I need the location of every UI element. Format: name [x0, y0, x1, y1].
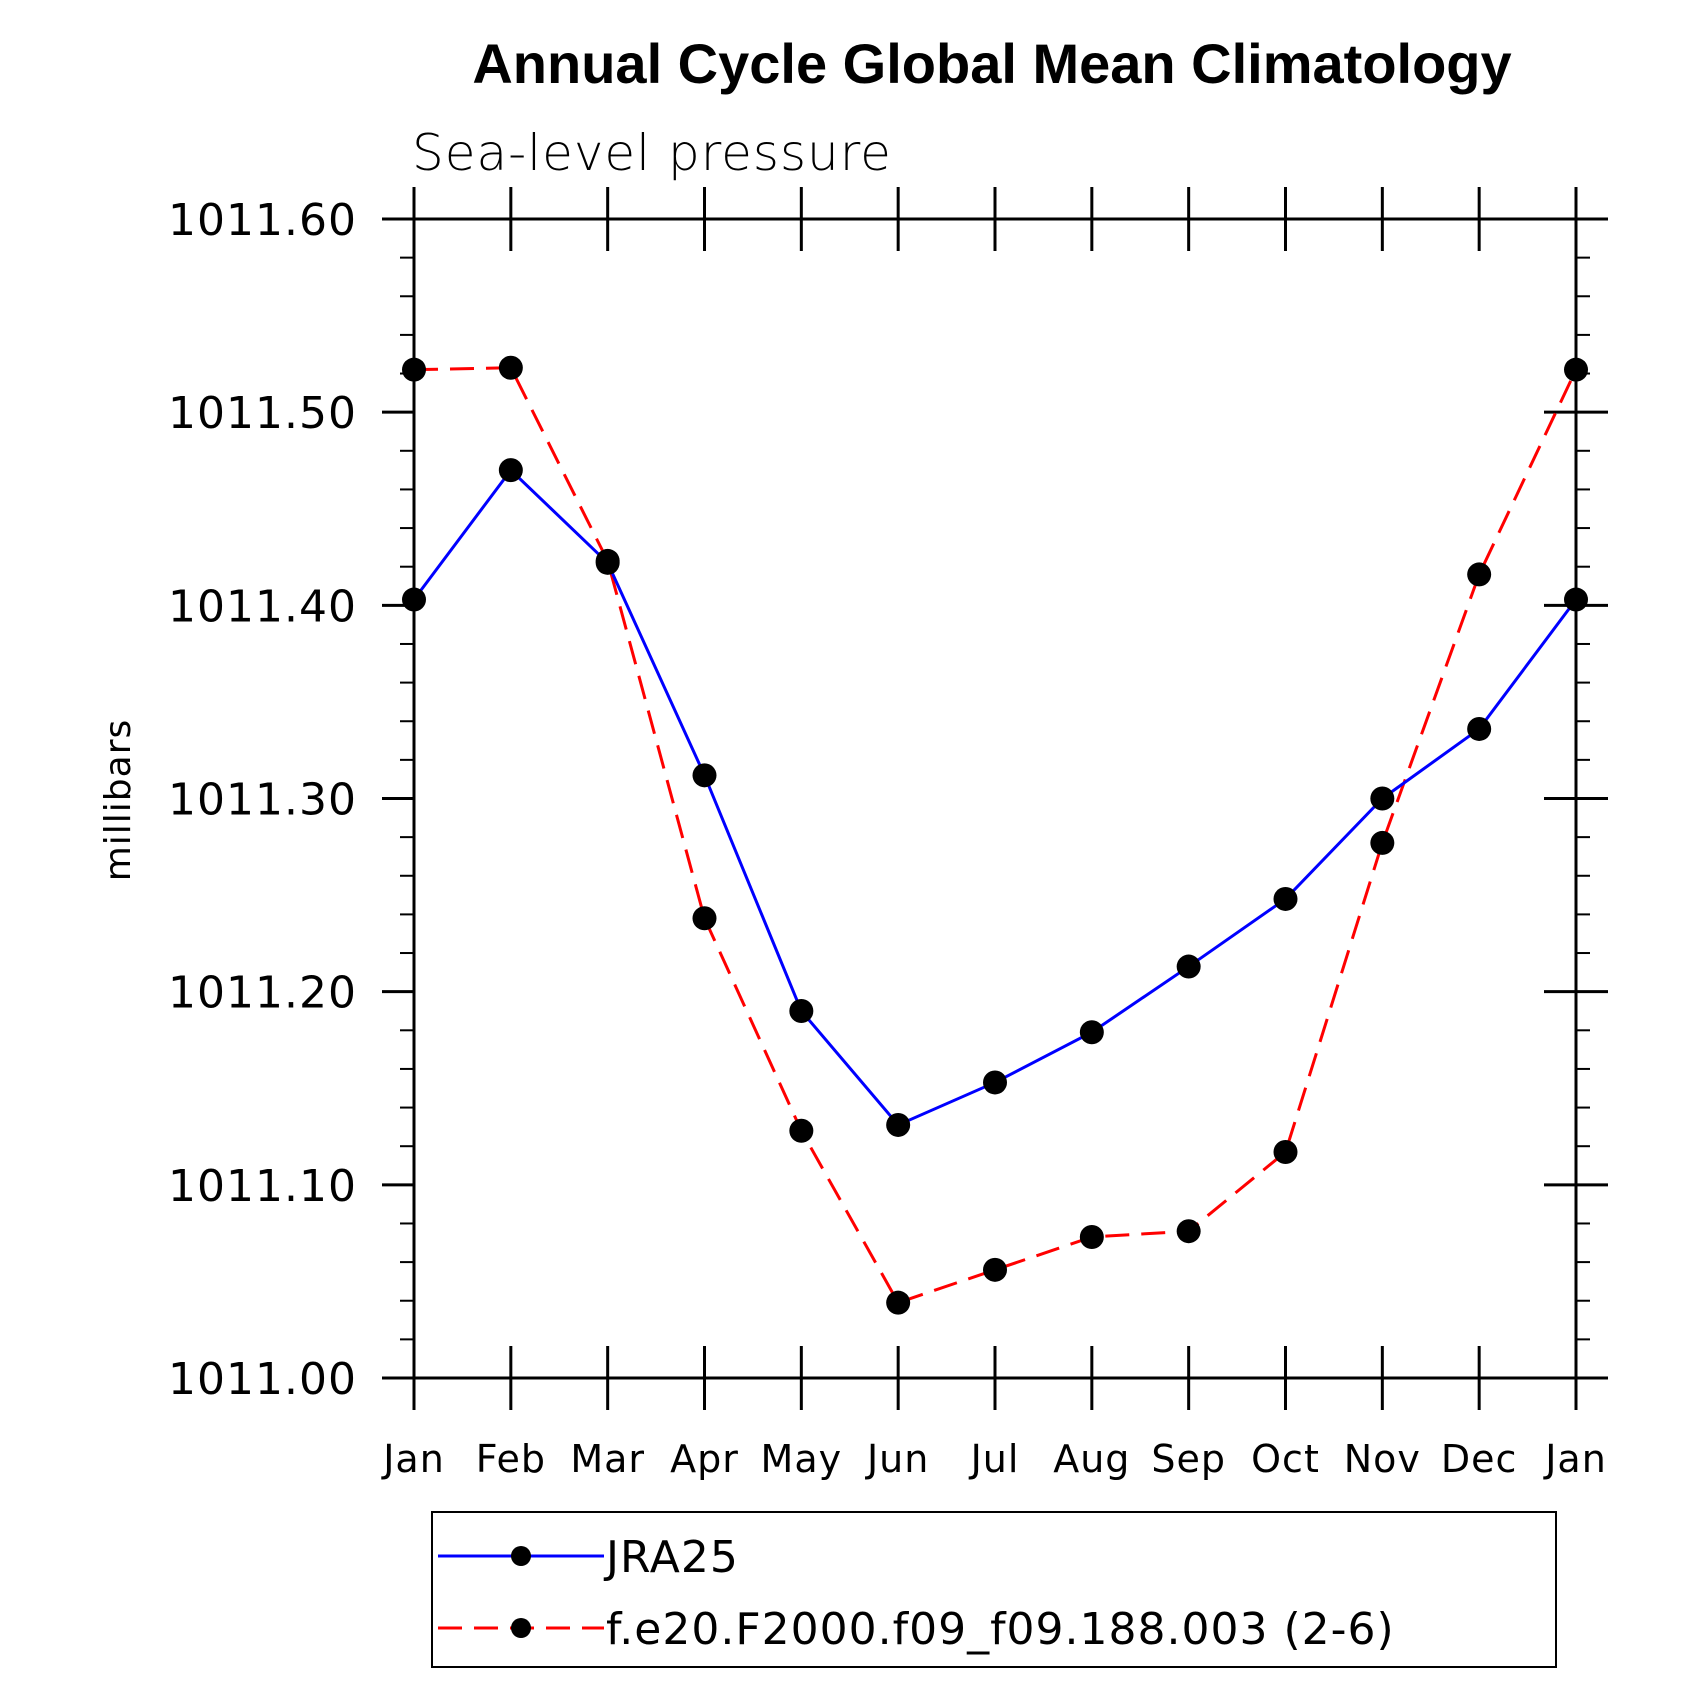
x-tick-label: Oct — [1251, 1437, 1320, 1481]
data-point-s1-1 — [498, 355, 523, 380]
data-point-s1-10 — [1370, 830, 1395, 855]
y-tick-label: 1011.40 — [168, 581, 357, 632]
data-point-s1-11 — [1467, 562, 1492, 587]
plot-frame — [412, 217, 1578, 1380]
legend-label-jra25: JRA25 — [603, 1532, 739, 1583]
data-point-s0-12 — [1564, 587, 1588, 612]
y-tick-label: 1011.00 — [168, 1354, 357, 1405]
series-layer — [402, 355, 1588, 1315]
legend-box — [431, 1511, 1557, 1668]
data-point-s1-2 — [595, 548, 620, 573]
x-tick-label: Mar — [570, 1437, 645, 1481]
y-axis-title: millibars — [98, 719, 139, 882]
data-point-s0-0 — [402, 587, 426, 612]
x-tick-label: Sep — [1151, 1437, 1226, 1481]
x-tick-label: Jul — [969, 1437, 1020, 1481]
y-tick-label: 1011.30 — [168, 775, 357, 826]
x-tick-label: Apr — [670, 1437, 739, 1481]
legend-marker-jra25 — [511, 1546, 531, 1566]
data-point-s1-8 — [1176, 1219, 1201, 1244]
x-tick-label: Feb — [476, 1437, 546, 1481]
chart-title: Annual Cycle Global Mean Climatology — [472, 32, 1511, 95]
y-tick-label: 1011.50 — [168, 388, 357, 439]
data-point-s1-12 — [1564, 357, 1588, 382]
chart-subtitle: Sea-level pressure — [412, 124, 892, 182]
data-point-s0-4 — [789, 998, 814, 1023]
data-point-s1-4 — [789, 1118, 814, 1143]
x-tick-label: Jan — [1543, 1437, 1607, 1481]
series-line-0 — [412, 467, 1578, 1127]
data-point-s0-5 — [886, 1112, 911, 1137]
data-point-s1-3 — [692, 906, 717, 931]
axis-ticks — [382, 187, 1608, 1410]
legend-label-model: f.e20.F2000.f09_f09.188.003 (2-6) — [606, 1604, 1395, 1655]
data-point-s0-10 — [1370, 786, 1395, 811]
x-tick-label: Aug — [1053, 1437, 1130, 1481]
data-point-s1-9 — [1273, 1139, 1298, 1164]
series-line-1 — [413, 366, 1578, 1305]
data-point-s1-0 — [402, 357, 426, 382]
y-tick-label: 1011.60 — [168, 195, 357, 246]
data-point-s1-6 — [983, 1257, 1007, 1282]
x-tick-labels: Jan Feb Mar Apr May Jun Jul Aug Sep Oct Nov Dec Jan — [381, 1437, 1607, 1481]
x-tick-label: Jun — [865, 1437, 929, 1481]
y-tick-label: 1011.20 — [168, 968, 357, 1019]
data-point-s0-11 — [1467, 716, 1492, 741]
y-tick-label: 1011.10 — [168, 1161, 357, 1212]
data-point-s0-9 — [1273, 886, 1298, 911]
data-point-s0-6 — [983, 1070, 1007, 1095]
legend-marker-model — [511, 1618, 531, 1638]
data-point-s1-5 — [886, 1290, 911, 1315]
data-point-s0-8 — [1176, 954, 1201, 979]
data-point-s0-7 — [1079, 1020, 1104, 1045]
x-tick-label: Jan — [381, 1437, 445, 1481]
data-point-s0-3 — [692, 763, 717, 788]
x-tick-label: May — [761, 1437, 843, 1481]
y-tick-labels: 1011.00 1011.10 1011.20 1011.30 1011.40 1011.… — [168, 195, 357, 1405]
legend: JRA25 f.e20.F2000.f09_f09.188.003 (2-6) — [431, 1511, 1557, 1668]
x-tick-label: Dec — [1441, 1437, 1518, 1481]
data-point-s1-7 — [1079, 1224, 1104, 1249]
data-point-s0-1 — [498, 458, 523, 483]
x-tick-label: Nov — [1344, 1437, 1421, 1481]
